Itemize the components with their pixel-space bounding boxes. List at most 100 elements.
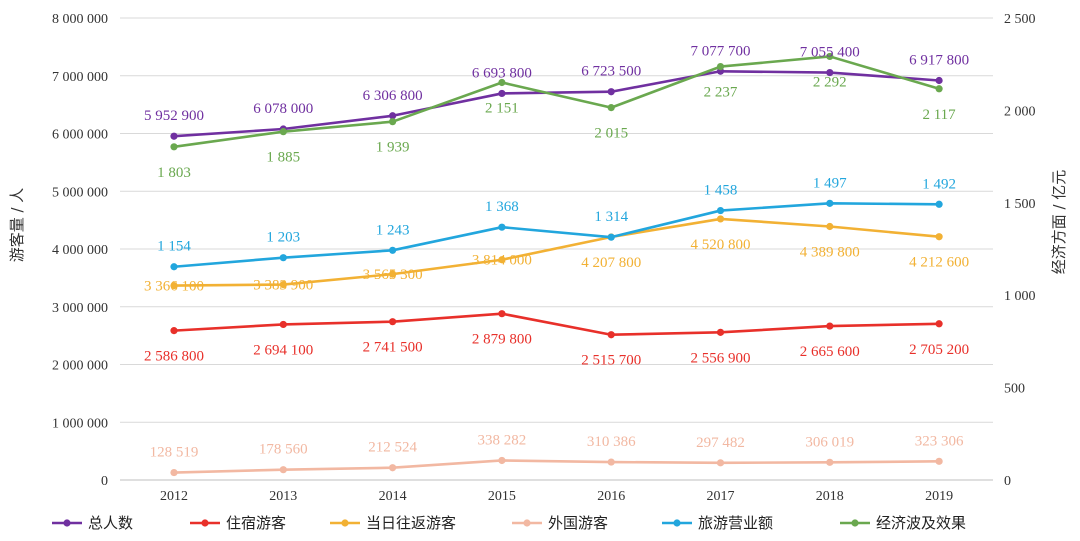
data-label: 3 565 300 — [363, 267, 423, 283]
data-point — [498, 78, 506, 87]
data-point — [498, 223, 506, 231]
data-label: 2 237 — [704, 85, 738, 101]
data-label: 6 693 800 — [472, 65, 532, 81]
data-label: 6 917 800 — [909, 52, 969, 68]
data-point — [716, 63, 725, 71]
data-label: 2 741 500 — [363, 340, 423, 356]
data-label: 2 292 — [813, 74, 847, 90]
y-left-axis-title: 游客量 / 人 — [8, 188, 26, 263]
data-label: 1 939 — [376, 140, 410, 156]
data-label: 4 212 600 — [909, 255, 969, 271]
data-label: 1 492 — [922, 176, 956, 192]
data-point — [389, 112, 397, 120]
data-label: 178 560 — [259, 442, 308, 458]
data-label: 1 203 — [266, 230, 300, 246]
data-point — [279, 320, 287, 329]
data-point — [935, 200, 943, 208]
x-tick-label: 2016 — [597, 489, 625, 504]
y-right-tick-label: 1 000 — [1004, 289, 1036, 304]
y-left-tick-label: 7 000 000 — [52, 70, 108, 85]
data-point — [170, 282, 178, 290]
legend-marker — [523, 519, 531, 527]
y-right-tick-label: 1 500 — [1004, 197, 1036, 212]
legend-label: 总人数 — [88, 514, 133, 532]
data-point — [935, 320, 943, 328]
legend-marker — [201, 519, 209, 527]
data-point — [279, 280, 287, 289]
data-label: 2 705 200 — [909, 342, 969, 358]
data-point — [279, 128, 287, 136]
data-label: 1 154 — [157, 239, 191, 255]
data-point — [935, 457, 943, 465]
y-left-tick-label: 0 — [101, 474, 108, 489]
data-label: 310 386 — [587, 434, 636, 450]
data-label: 2 586 800 — [144, 349, 204, 365]
y-left-tick-label: 8 000 000 — [52, 12, 108, 27]
y-right-tick-label: 2 000 — [1004, 104, 1036, 119]
data-point — [716, 206, 725, 215]
data-point — [389, 318, 397, 326]
data-point — [826, 222, 834, 231]
data-point — [498, 256, 506, 264]
data-label: 2 015 — [594, 126, 628, 142]
data-point — [716, 459, 725, 467]
data-label: 2 879 800 — [472, 332, 532, 348]
x-tick-label: 2017 — [707, 489, 735, 504]
data-label: 1 243 — [376, 222, 410, 238]
data-point — [389, 118, 397, 126]
series-line — [173, 312, 940, 337]
data-label: 3 383 900 — [253, 278, 313, 294]
y-right-axis-title: 经济方面 / 亿元 — [1050, 170, 1068, 275]
data-point — [389, 246, 397, 254]
data-label: 2 117 — [922, 107, 956, 123]
series-line — [173, 69, 940, 138]
legend-label: 住宿游客 — [226, 514, 286, 532]
legend-label: 当日往返游客 — [366, 514, 456, 532]
legend-marker — [673, 519, 681, 527]
legend-marker — [851, 519, 859, 527]
data-label: 6 306 800 — [363, 88, 423, 104]
data-point — [826, 322, 834, 330]
data-label: 6 078 000 — [253, 101, 313, 117]
series-line — [173, 459, 940, 474]
data-label: 1 368 — [485, 199, 519, 215]
data-label: 3 366 100 — [144, 279, 204, 295]
data-point — [170, 132, 178, 140]
legend-label: 经济波及效果 — [876, 514, 966, 532]
data-label: 4 389 800 — [800, 244, 860, 260]
data-label: 1 314 — [594, 209, 628, 225]
data-label: 1 458 — [704, 183, 738, 199]
legend-label: 外国游客 — [548, 514, 608, 532]
data-point — [498, 456, 506, 465]
series-line — [173, 202, 940, 269]
x-tick-label: 2018 — [816, 489, 844, 504]
data-point — [826, 52, 834, 61]
data-label: 4 207 800 — [581, 255, 641, 271]
data-point — [170, 263, 178, 271]
data-label: 1 885 — [266, 150, 300, 166]
data-label: 2 515 700 — [581, 353, 641, 369]
legend-marker — [63, 519, 71, 527]
data-label: 3 814 000 — [472, 253, 532, 269]
data-point — [826, 199, 834, 207]
series-line — [173, 55, 940, 149]
data-point — [607, 233, 615, 241]
data-label: 7 077 700 — [691, 43, 751, 59]
data-point — [716, 215, 725, 223]
data-point — [498, 310, 506, 318]
data-point — [170, 468, 178, 477]
data-label: 6 723 500 — [581, 64, 641, 80]
data-point — [607, 458, 615, 466]
x-tick-label: 2012 — [160, 489, 188, 504]
data-point — [607, 104, 615, 112]
y-left-tick-label: 1 000 000 — [52, 416, 108, 431]
data-point — [607, 88, 615, 96]
data-label: 1 803 — [157, 165, 191, 181]
data-point — [607, 331, 615, 339]
data-point — [935, 76, 943, 85]
data-label: 2 665 600 — [800, 344, 860, 360]
data-point — [389, 464, 397, 472]
data-point — [279, 254, 287, 262]
